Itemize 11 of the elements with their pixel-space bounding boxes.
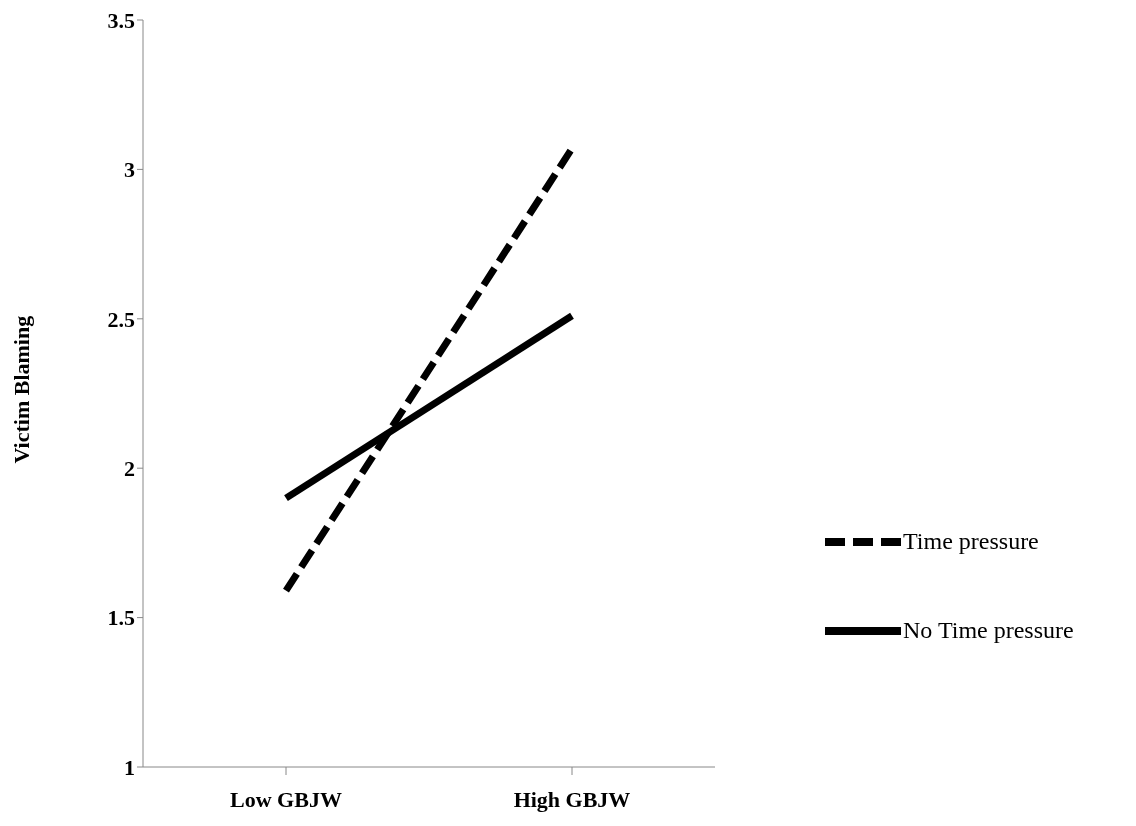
legend-label: No Time pressure xyxy=(903,617,1074,644)
x-tick-label: Low GBJW xyxy=(230,786,342,812)
x-tick-label: High GBJW xyxy=(513,786,631,812)
y-axis-title: Victim Blaming xyxy=(8,315,34,464)
y-tick-label: 3.5 xyxy=(107,7,135,33)
legend-label: Time pressure xyxy=(903,528,1039,555)
y-tick-label: 3 xyxy=(124,157,135,183)
y-tick-label: 1.5 xyxy=(107,605,135,631)
y-tick-label: 1 xyxy=(124,754,135,780)
y-tick-label: 2 xyxy=(124,456,135,482)
y-tick-label: 2.5 xyxy=(107,306,135,332)
